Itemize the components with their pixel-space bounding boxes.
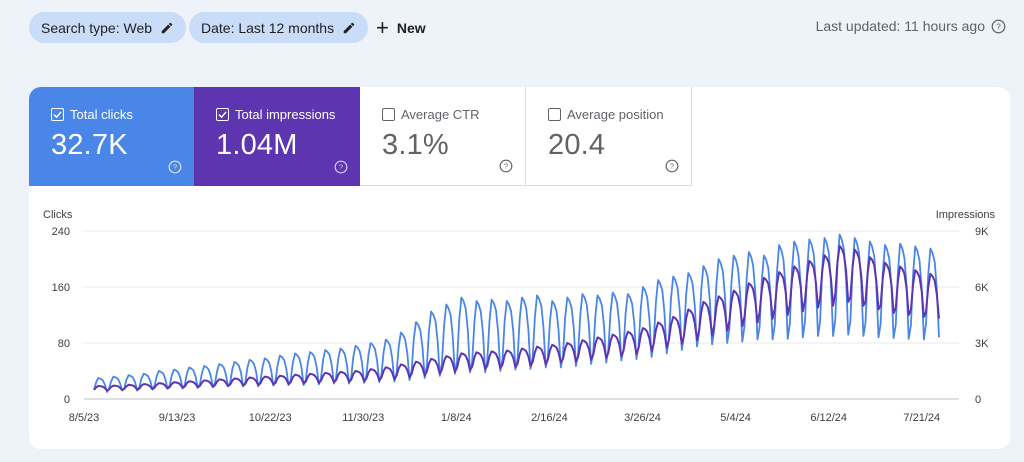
metric-value: 1.04M — [216, 129, 298, 161]
search-type-filter-label: Search type: Web — [41, 19, 153, 36]
svg-text:?: ? — [173, 163, 177, 172]
metric-label: Total clicks — [70, 107, 133, 122]
clicks-series-line[interactable] — [93, 233, 940, 393]
date-filter-label: Date: Last 12 months — [201, 19, 335, 36]
last-updated-text: Last updated: 11 hours ago — [815, 18, 985, 34]
performance-chart[interactable]: Clicks Impressions 0 80 160 240 0 3K 6K 9K 8/5… — [29, 87, 1010, 449]
svg-text:?: ? — [996, 22, 1001, 31]
date-filter-chip[interactable]: Date: Last 12 months — [189, 12, 369, 43]
left-tick-label: 80 — [58, 338, 70, 350]
metric-total-clicks[interactable]: Total clicks 32.7K ? — [29, 87, 194, 186]
metric-average-position[interactable]: Average position 20.4 ? — [526, 87, 692, 186]
metric-value: 20.4 — [548, 129, 606, 161]
metric-total-impressions[interactable]: Total impressions 1.04M ? — [194, 87, 360, 186]
x-tick-label: 2/16/24 — [531, 412, 568, 424]
metric-average-ctr[interactable]: Average CTR 3.1% ? — [360, 87, 526, 186]
help-icon[interactable]: ? — [334, 160, 348, 174]
checkbox-unchecked-icon[interactable] — [382, 108, 395, 121]
x-tick-label: 11/30/23 — [342, 412, 384, 424]
checkbox-checked-icon[interactable] — [216, 108, 229, 121]
left-axis-title: Clicks — [43, 209, 73, 221]
metric-value: 32.7K — [51, 129, 128, 161]
impressions-series-line[interactable] — [93, 244, 940, 392]
left-tick-label: 240 — [52, 226, 70, 238]
checkbox-checked-icon[interactable] — [51, 108, 64, 121]
x-tick-label: 8/5/23 — [69, 412, 100, 424]
new-filter-button[interactable]: + New — [376, 12, 426, 43]
help-icon[interactable]: ? — [168, 160, 182, 174]
left-tick-label: 160 — [52, 282, 70, 294]
metric-label: Total impressions — [235, 107, 336, 122]
search-type-filter-chip[interactable]: Search type: Web — [29, 12, 187, 43]
x-tick-label: 3/26/24 — [624, 412, 661, 424]
right-tick-label: 3K — [975, 338, 989, 350]
x-tick-label: 7/21/24 — [903, 412, 940, 424]
x-tick-label: 5/4/24 — [720, 412, 751, 424]
metric-label: Average position — [567, 107, 664, 122]
x-tick-label: 10/22/23 — [249, 412, 292, 424]
x-tick-label: 9/13/23 — [159, 412, 196, 424]
x-tick-label: 6/12/24 — [810, 412, 847, 424]
help-icon[interactable]: ? — [665, 159, 679, 173]
performance-card: Total clicks 32.7K ? Total impressions 1… — [29, 87, 1010, 449]
svg-text:?: ? — [504, 162, 508, 171]
right-tick-label: 6K — [975, 282, 989, 294]
help-icon[interactable]: ? — [991, 19, 1006, 34]
x-tick-label: 1/8/24 — [441, 412, 472, 424]
edit-pencil-icon — [343, 22, 355, 33]
svg-text:?: ? — [339, 163, 343, 172]
plus-icon: + — [376, 14, 389, 40]
left-tick-label: 0 — [64, 394, 70, 406]
svg-text:?: ? — [670, 162, 674, 171]
right-axis-title: Impressions — [936, 209, 996, 221]
right-tick-label: 9K — [975, 226, 989, 238]
last-updated-status: Last updated: 11 hours ago ? — [816, 18, 1006, 34]
metric-value: 3.1% — [382, 129, 449, 161]
right-tick-label: 0 — [975, 394, 981, 406]
help-icon[interactable]: ? — [499, 159, 513, 173]
new-filter-label: New — [396, 19, 426, 36]
metric-label: Average CTR — [401, 107, 480, 122]
edit-pencil-icon — [161, 22, 173, 33]
checkbox-unchecked-icon[interactable] — [548, 108, 561, 121]
